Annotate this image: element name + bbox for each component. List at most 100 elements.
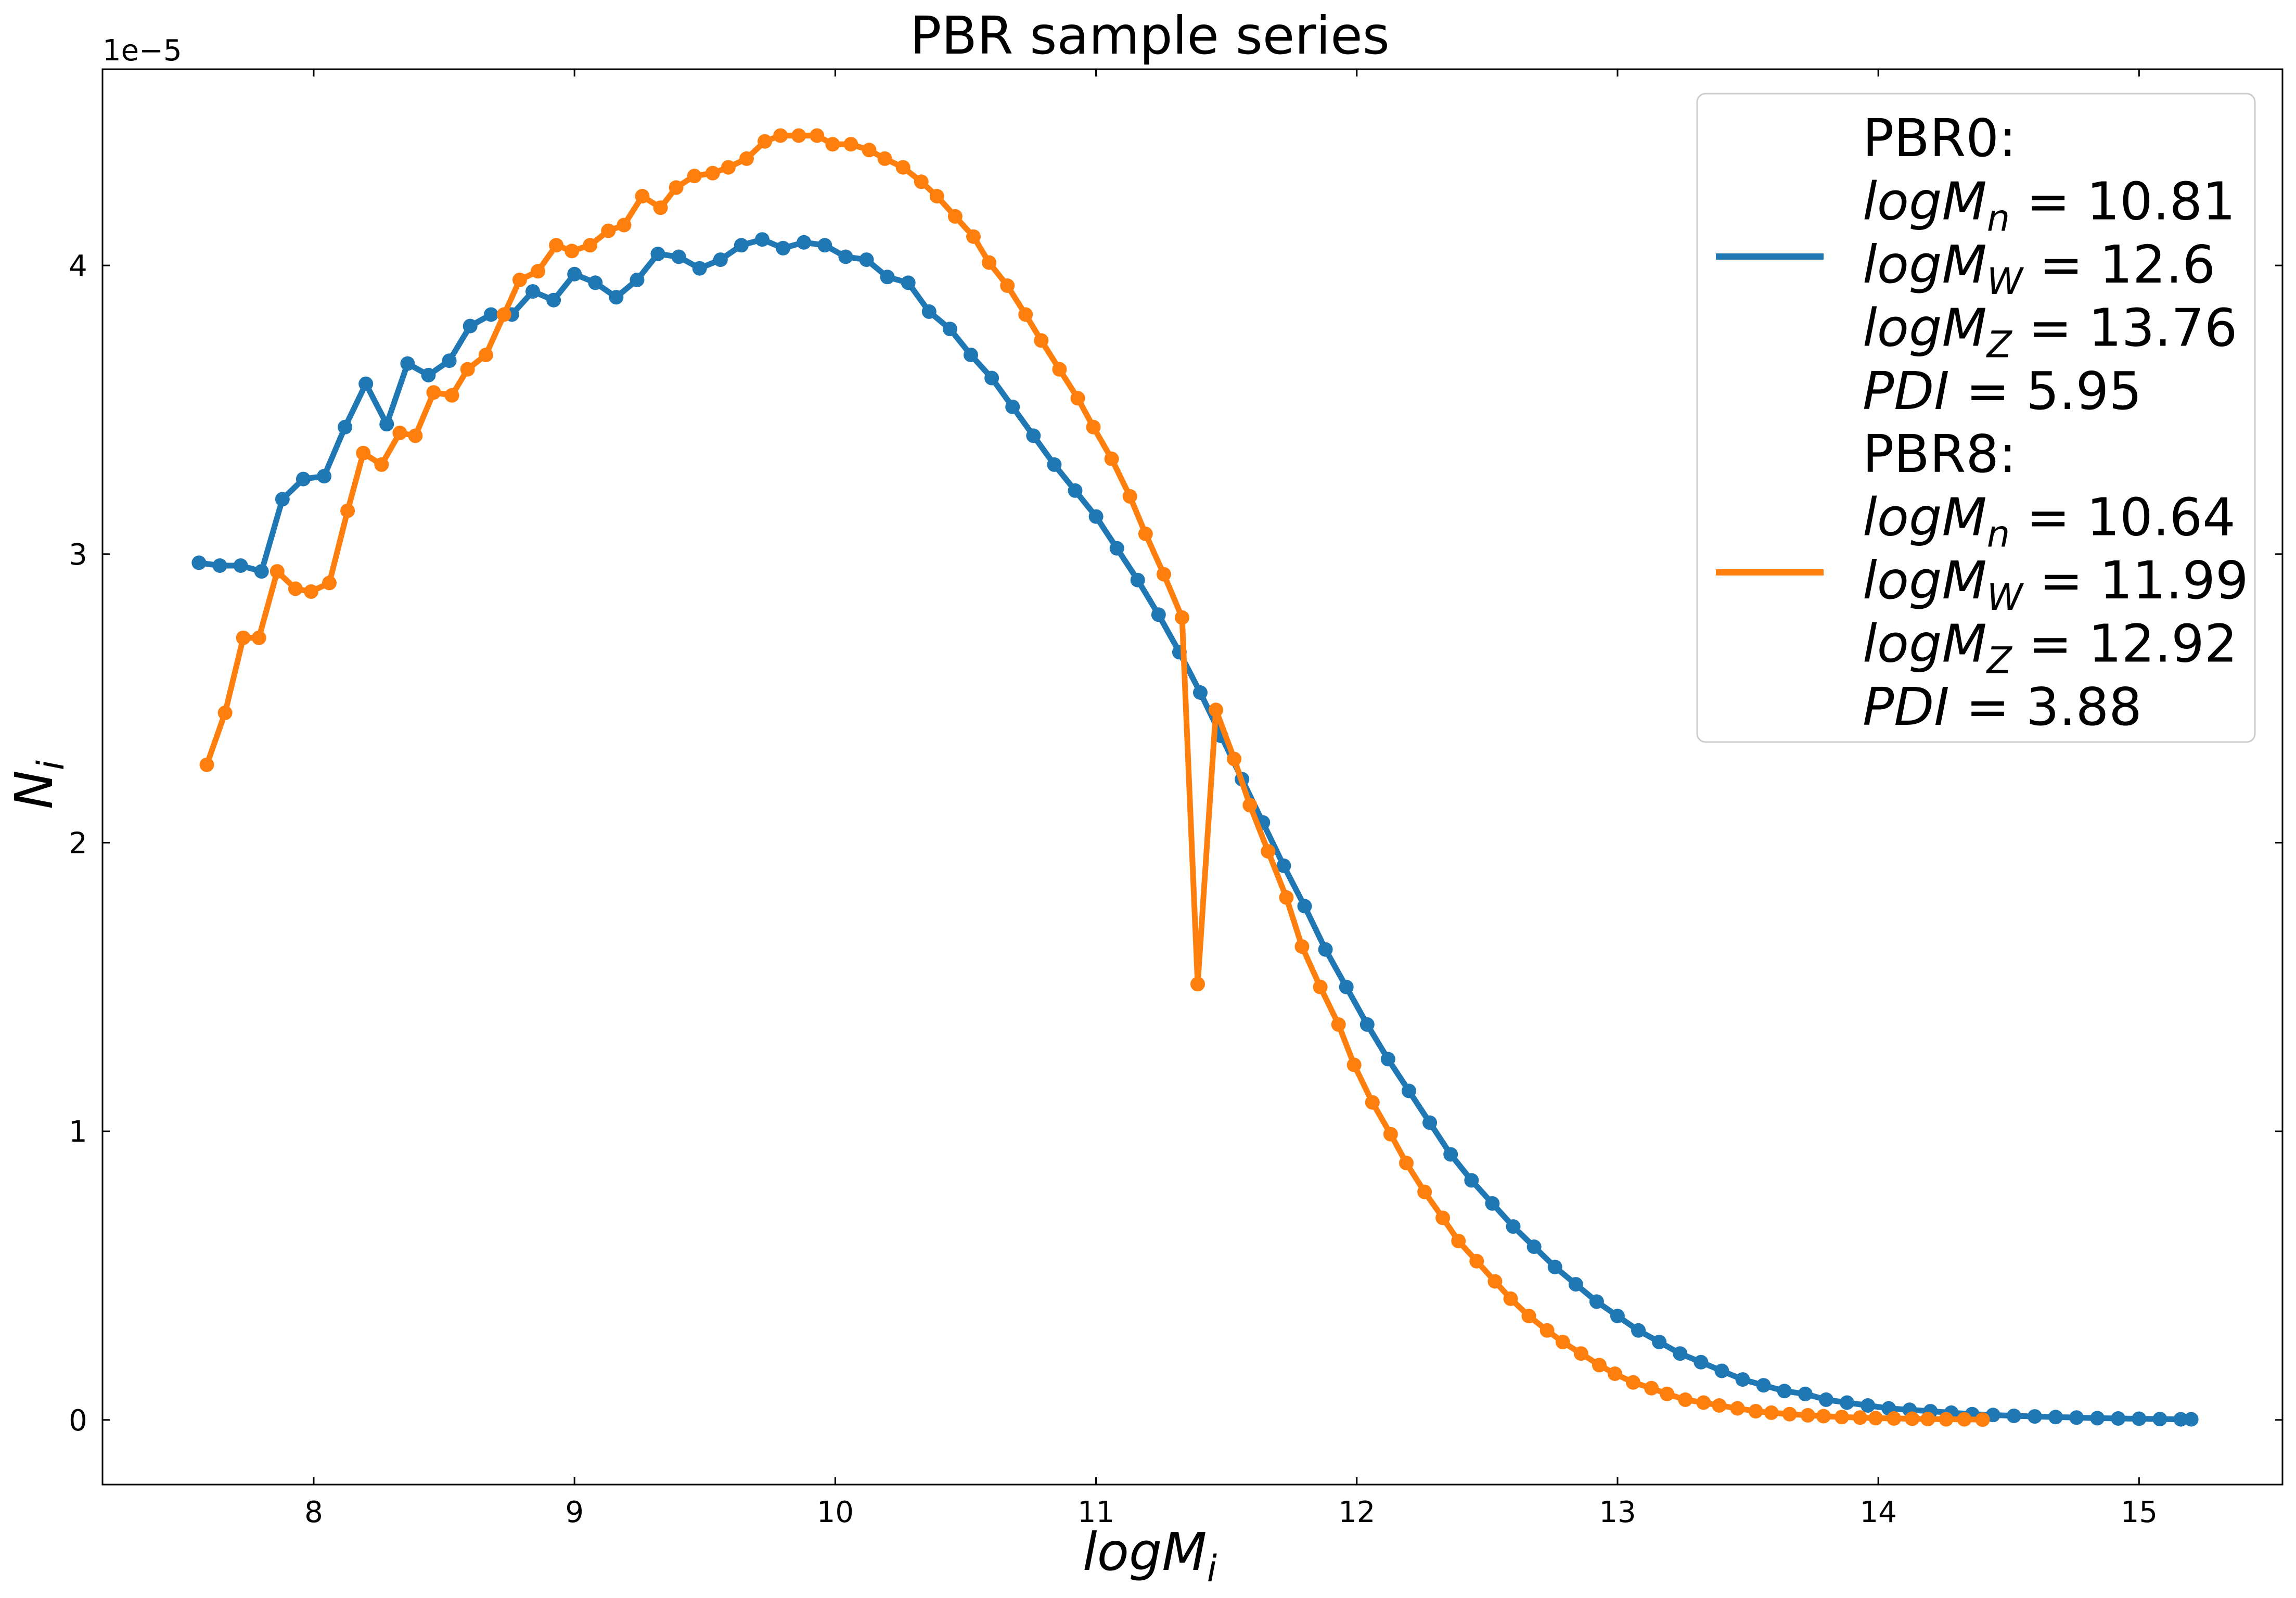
data-point-pbr0 (1652, 1335, 1667, 1349)
data-point-pbr0 (692, 261, 707, 276)
data-point-pbr0 (2111, 1411, 2126, 1426)
data-point-pbr8 (739, 151, 754, 166)
data-point-pbr8 (862, 143, 877, 158)
data-point-pbr0 (1506, 1219, 1521, 1234)
data-point-pbr8 (1383, 1127, 1398, 1142)
data-point-pbr0 (1443, 1147, 1458, 1162)
data-point-pbr8 (1227, 751, 1242, 766)
data-point-pbr0 (2173, 1412, 2188, 1427)
data-point-pbr8 (1555, 1335, 1570, 1349)
y-tick-label: 1 (69, 1115, 87, 1149)
data-point-pbr0 (901, 275, 916, 290)
data-point-pbr0 (1380, 1052, 1395, 1067)
x-tick-label: 12 (1338, 1495, 1375, 1529)
data-point-pbr8 (1261, 844, 1276, 859)
data-point-pbr8 (322, 576, 337, 591)
data-point-pbr0 (1840, 1395, 1854, 1410)
data-point-pbr0 (1088, 509, 1104, 524)
data-point-pbr0 (2152, 1412, 2167, 1427)
data-point-pbr8 (810, 128, 825, 143)
legend-stat: PDI = 3.88 (1863, 676, 2142, 737)
data-point-pbr0 (212, 558, 227, 573)
data-point-pbr8 (1365, 1095, 1380, 1110)
data-point-pbr0 (2069, 1410, 2084, 1425)
data-point-pbr8 (929, 189, 944, 203)
data-point-pbr0 (1339, 979, 1354, 994)
data-point-pbr8 (426, 385, 441, 400)
data-point-pbr8 (1887, 1411, 1902, 1426)
data-point-pbr0 (1631, 1323, 1646, 1338)
data-point-pbr0 (1818, 1392, 1833, 1407)
data-point-pbr0 (2184, 1412, 2199, 1427)
legend-series-name: PBR8: (1863, 424, 2017, 484)
data-point-pbr0 (1297, 899, 1312, 914)
data-point-pbr8 (1487, 1274, 1503, 1289)
data-point-pbr0 (1068, 483, 1083, 498)
data-point-pbr8 (1816, 1409, 1831, 1424)
data-point-pbr8 (1957, 1412, 1972, 1427)
data-point-pbr8 (653, 200, 668, 215)
data-point-pbr8 (966, 229, 981, 244)
data-point-pbr8 (1313, 979, 1328, 994)
data-point-pbr8 (1279, 890, 1294, 905)
data-point-pbr0 (254, 564, 269, 579)
data-point-pbr0 (1276, 858, 1291, 873)
data-point-pbr8 (1626, 1375, 1640, 1390)
data-point-pbr8 (1712, 1398, 1727, 1413)
y-tick-label: 0 (69, 1404, 87, 1438)
data-point-pbr8 (1331, 1017, 1346, 1032)
data-point-pbr0 (776, 240, 791, 255)
data-point-pbr0 (1402, 1083, 1416, 1098)
plot-area (191, 128, 2199, 1427)
data-point-pbr0 (191, 555, 207, 570)
data-point-pbr8 (1138, 527, 1153, 541)
data-point-pbr0 (797, 235, 812, 250)
data-point-pbr8 (1242, 798, 1258, 813)
data-point-pbr0 (338, 419, 353, 434)
data-point-pbr8 (791, 128, 806, 143)
data-point-pbr8 (1122, 489, 1137, 504)
data-point-pbr0 (442, 353, 457, 368)
data-point-pbr0 (358, 376, 374, 391)
data-point-pbr0 (463, 318, 478, 334)
data-point-pbr8 (1592, 1358, 1607, 1373)
data-point-pbr0 (400, 356, 415, 371)
data-point-pbr8 (1052, 362, 1067, 377)
y-tick-label: 2 (69, 826, 87, 860)
data-point-pbr0 (275, 492, 290, 507)
legend-stat: logMW = 11.99 (1863, 550, 2249, 619)
data-point-pbr8 (1034, 333, 1049, 348)
data-point-pbr8 (565, 244, 580, 259)
data-point-pbr0 (964, 348, 978, 363)
data-point-pbr0 (2027, 1409, 2042, 1424)
data-point-pbr0 (1464, 1173, 1479, 1188)
data-point-pbr0 (880, 270, 895, 285)
data-point-pbr8 (1782, 1407, 1797, 1422)
x-tick-label: 13 (1599, 1495, 1636, 1529)
data-point-pbr8 (304, 584, 318, 599)
data-point-pbr8 (512, 272, 527, 287)
data-point-pbr8 (1748, 1404, 1763, 1419)
data-point-pbr0 (671, 249, 686, 264)
data-point-pbr8 (1086, 419, 1101, 434)
data-point-pbr8 (236, 630, 251, 645)
data-point-pbr0 (817, 238, 832, 253)
data-point-pbr8 (1939, 1412, 1954, 1427)
x-tick-label: 10 (817, 1495, 854, 1529)
data-point-pbr0 (984, 370, 999, 386)
series-pbr8 (199, 128, 1990, 1427)
data-point-pbr0 (713, 252, 728, 267)
data-point-pbr8 (1868, 1411, 1883, 1426)
data-point-pbr8 (444, 388, 459, 403)
data-point-pbr8 (877, 151, 892, 166)
data-point-pbr8 (687, 169, 702, 184)
data-point-pbr0 (1673, 1346, 1688, 1361)
data-point-pbr8 (669, 180, 684, 195)
data-point-pbr8 (549, 238, 564, 253)
data-point-pbr8 (408, 428, 423, 443)
data-point-pbr0 (1422, 1115, 1438, 1130)
data-point-pbr8 (1800, 1408, 1815, 1423)
data-point-pbr8 (1660, 1386, 1675, 1401)
